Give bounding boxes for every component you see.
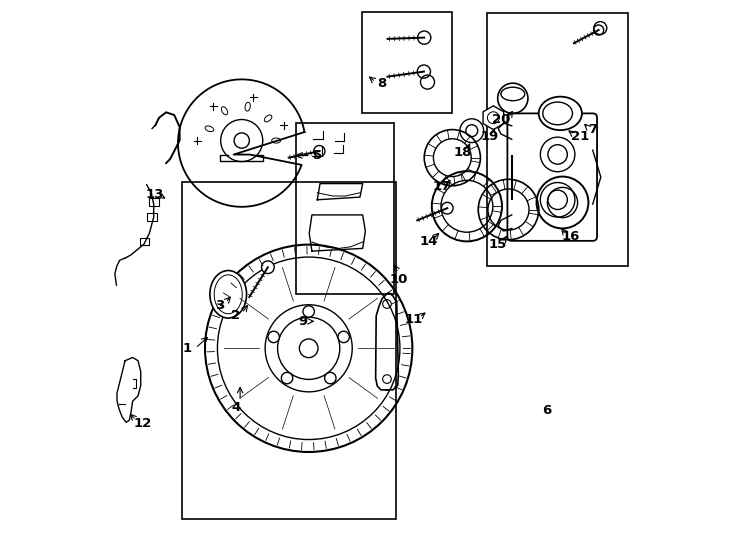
Text: 17: 17 [433,180,451,193]
Text: 6: 6 [542,404,551,417]
Circle shape [418,31,431,44]
Bar [139,238,150,245]
Text: 15: 15 [489,238,506,251]
Text: 2: 2 [231,309,240,322]
Circle shape [268,331,280,342]
Ellipse shape [210,271,247,318]
Bar [362,12,452,113]
Bar [182,182,396,519]
Text: 3: 3 [216,299,225,312]
Ellipse shape [501,87,525,100]
Text: 4: 4 [232,401,241,414]
Circle shape [594,25,603,35]
Circle shape [338,331,349,342]
Text: 16: 16 [562,230,580,243]
Circle shape [261,261,275,274]
Text: 11: 11 [405,313,423,326]
Circle shape [281,373,293,384]
Text: 18: 18 [454,146,472,159]
FancyBboxPatch shape [507,113,597,241]
Bar [487,13,628,266]
Text: 12: 12 [134,417,152,430]
Circle shape [324,373,336,384]
Text: 13: 13 [145,188,164,201]
Ellipse shape [539,97,582,130]
Text: 5: 5 [313,149,322,162]
Circle shape [303,306,314,317]
Text: 21: 21 [571,130,589,143]
Circle shape [417,65,431,78]
Text: 9: 9 [299,315,308,328]
Text: 7: 7 [588,123,597,136]
Text: 14: 14 [419,235,437,248]
Text: 10: 10 [389,273,407,286]
Bar [149,198,159,206]
Text: 20: 20 [492,113,510,126]
Text: 19: 19 [481,130,499,143]
Circle shape [441,202,453,214]
Text: 8: 8 [377,77,386,90]
Circle shape [313,146,325,157]
Text: 1: 1 [182,342,191,355]
Bar [148,213,157,221]
Bar [296,123,394,294]
